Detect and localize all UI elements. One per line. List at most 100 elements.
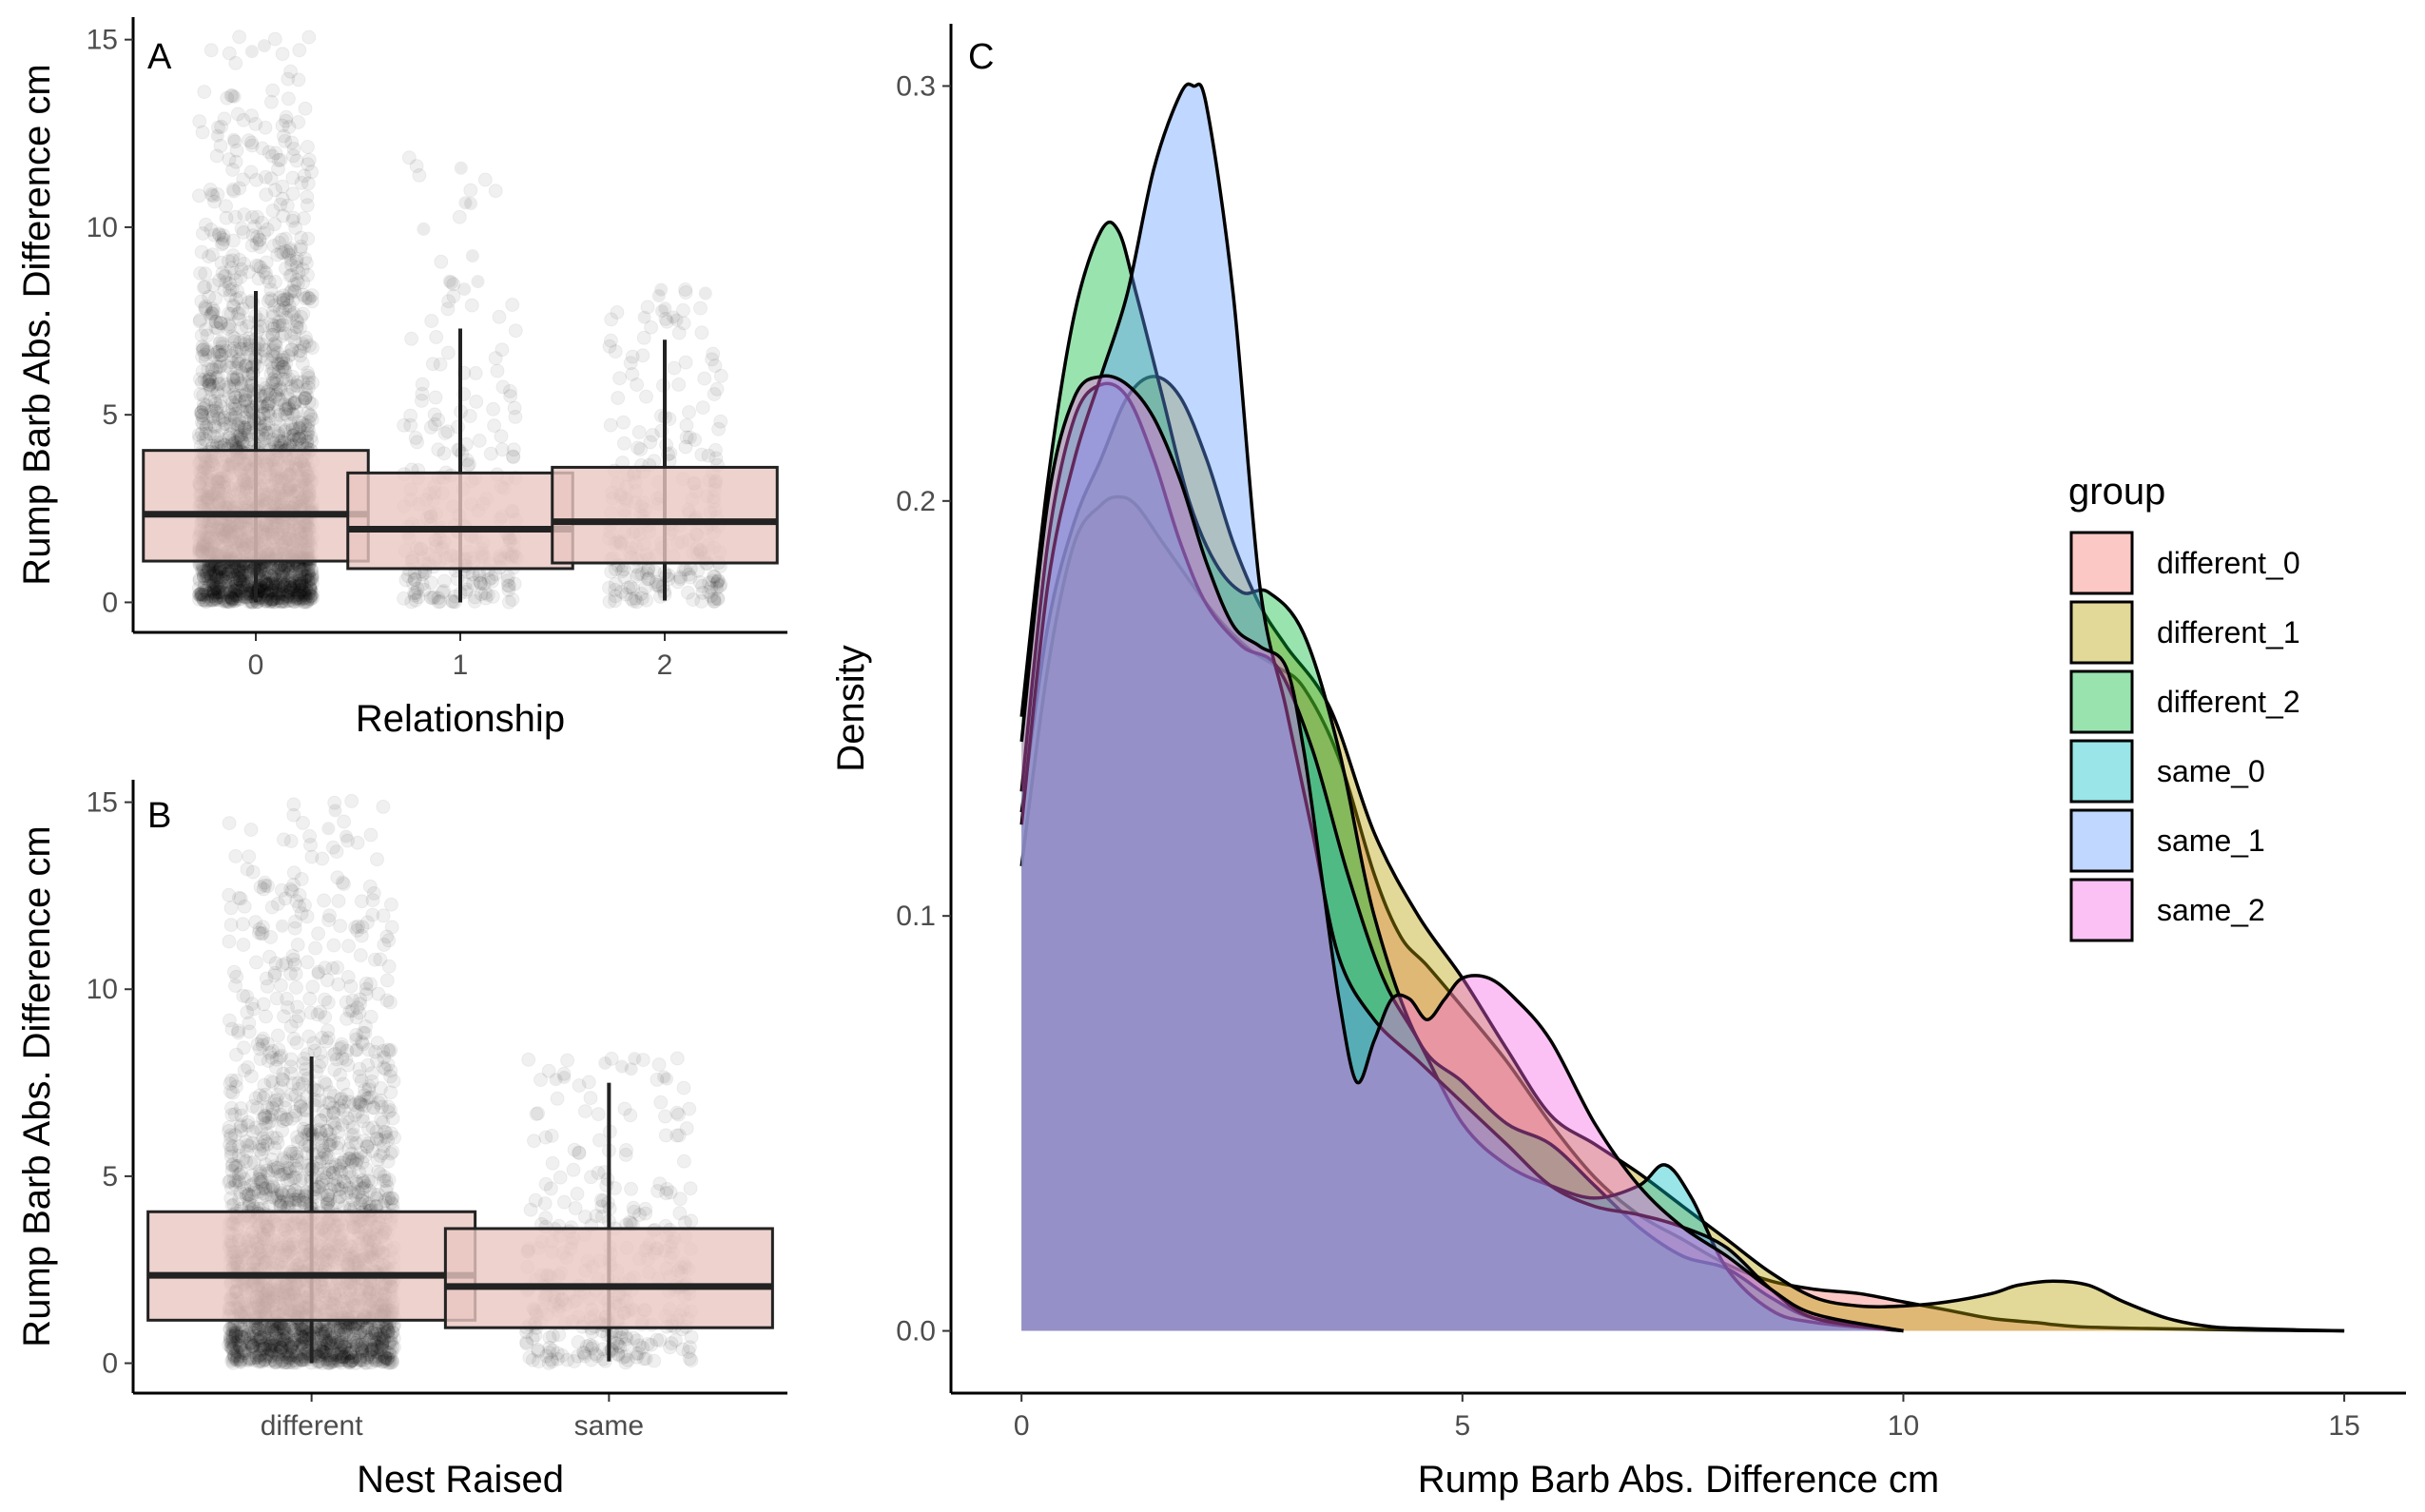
data-point — [271, 152, 286, 167]
data-point — [205, 188, 221, 204]
data-point — [481, 572, 496, 588]
data-point — [672, 570, 688, 585]
data-point — [250, 209, 264, 224]
data-point — [209, 572, 224, 587]
data-point — [226, 132, 241, 146]
data-point — [412, 167, 427, 183]
data-point — [451, 419, 465, 435]
data-point — [270, 571, 285, 586]
data-point — [267, 298, 282, 313]
data-point — [457, 282, 472, 297]
data-point — [225, 571, 241, 586]
data-point — [278, 406, 293, 421]
data-point — [341, 939, 356, 954]
data-point — [220, 562, 235, 577]
data-point — [259, 584, 274, 598]
data-point — [697, 371, 712, 386]
data-point — [294, 309, 308, 324]
data-point — [198, 280, 213, 295]
data-point — [682, 405, 696, 419]
data-point — [376, 799, 391, 814]
data-point — [465, 249, 479, 263]
data-point — [212, 344, 227, 359]
data-point — [472, 433, 487, 448]
data-point — [260, 592, 275, 608]
data-point — [225, 298, 241, 313]
data-point — [258, 387, 273, 402]
data-point — [196, 569, 211, 584]
data-point — [617, 570, 632, 585]
data-point — [292, 43, 307, 58]
data-point — [201, 344, 216, 359]
data-point — [267, 349, 282, 364]
data-point — [258, 120, 273, 135]
data-point — [263, 366, 279, 381]
data-point — [268, 591, 282, 606]
data-point — [238, 359, 252, 374]
data-point — [269, 387, 284, 402]
data-point — [213, 138, 228, 153]
data-point — [276, 293, 291, 308]
y-tick-label: 15 — [87, 25, 118, 56]
data-point — [635, 348, 650, 363]
data-point — [637, 310, 651, 324]
data-point — [231, 566, 245, 581]
data-point — [431, 442, 446, 457]
data-point — [228, 417, 243, 432]
data-point — [272, 407, 287, 422]
data-point — [276, 350, 291, 365]
data-point — [281, 372, 297, 387]
data-point — [227, 390, 242, 405]
data-point — [192, 114, 207, 129]
data-point — [252, 233, 267, 248]
data-point — [200, 328, 215, 343]
data-point — [197, 85, 212, 100]
data-point — [639, 389, 653, 404]
data-point — [281, 91, 296, 107]
data-point — [209, 148, 224, 164]
data-point — [204, 223, 219, 237]
data-point — [223, 282, 238, 298]
data-point — [276, 288, 291, 303]
data-point — [204, 306, 219, 321]
data-point — [263, 282, 279, 298]
data-point — [288, 562, 303, 577]
data-point — [270, 1028, 285, 1043]
data-point — [212, 562, 227, 577]
data-point — [267, 571, 282, 586]
data-point — [214, 316, 229, 331]
data-point — [198, 266, 213, 281]
data-point — [440, 301, 456, 317]
data-point — [454, 161, 468, 175]
data-point — [271, 162, 285, 177]
data-point — [440, 345, 456, 360]
data-point — [427, 417, 442, 432]
data-point — [304, 434, 320, 449]
data-point — [282, 580, 298, 594]
data-point — [301, 140, 315, 154]
data-point — [228, 273, 243, 288]
data-point — [280, 590, 295, 605]
data-point — [228, 576, 243, 591]
data-point — [292, 585, 307, 600]
data-point — [206, 585, 222, 600]
box-1 — [346, 471, 574, 571]
data-point — [301, 591, 316, 606]
data-point — [301, 422, 317, 437]
data-point — [232, 312, 246, 327]
data-point — [265, 309, 281, 324]
data-point — [230, 423, 245, 438]
data-point — [477, 172, 493, 187]
data-point — [301, 406, 316, 421]
data-point — [282, 268, 298, 283]
data-point — [403, 408, 418, 423]
data-point — [239, 319, 254, 334]
data-point — [214, 576, 229, 591]
data-point — [194, 375, 209, 390]
data-point — [229, 369, 244, 384]
data-point — [698, 286, 712, 300]
data-point — [335, 875, 350, 890]
data-point — [693, 300, 708, 316]
data-point — [301, 376, 316, 391]
data-point — [239, 393, 254, 408]
